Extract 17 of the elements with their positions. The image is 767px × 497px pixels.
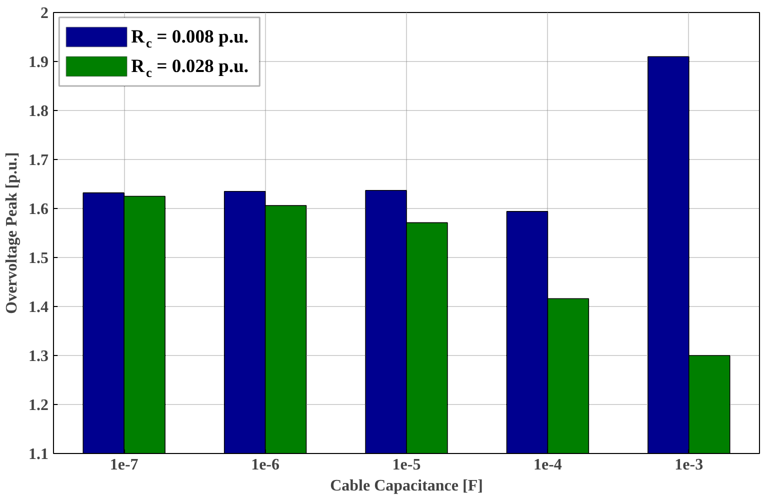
x-tick-label: 1e-7 [110, 456, 138, 474]
y-tick-label: 1.7 [28, 152, 48, 169]
x-tick-label: 1e-3 [674, 456, 704, 474]
x-axis-title: Cable Capacitance [F] [330, 478, 483, 494]
y-tick-label: 1.8 [28, 103, 48, 120]
y-tick-label: 2 [40, 5, 48, 22]
y-axis-title: Overvoltage Peak [p.u.] [4, 152, 20, 314]
y-tick-label: 1.3 [28, 348, 48, 365]
y-tick-label: 1.4 [28, 299, 48, 316]
y-tick-label: 1.5 [28, 250, 48, 267]
y-tick-label: 1.1 [28, 446, 48, 463]
y-tick-label: 1.6 [28, 201, 48, 218]
y-tick-label: 1.9 [28, 54, 48, 71]
x-tick-label: 1e-5 [392, 456, 421, 474]
x-tick-label: 1e-6 [251, 456, 280, 474]
x-tick-label: 1e-4 [533, 456, 562, 474]
y-tick-label: 1.2 [28, 397, 48, 414]
